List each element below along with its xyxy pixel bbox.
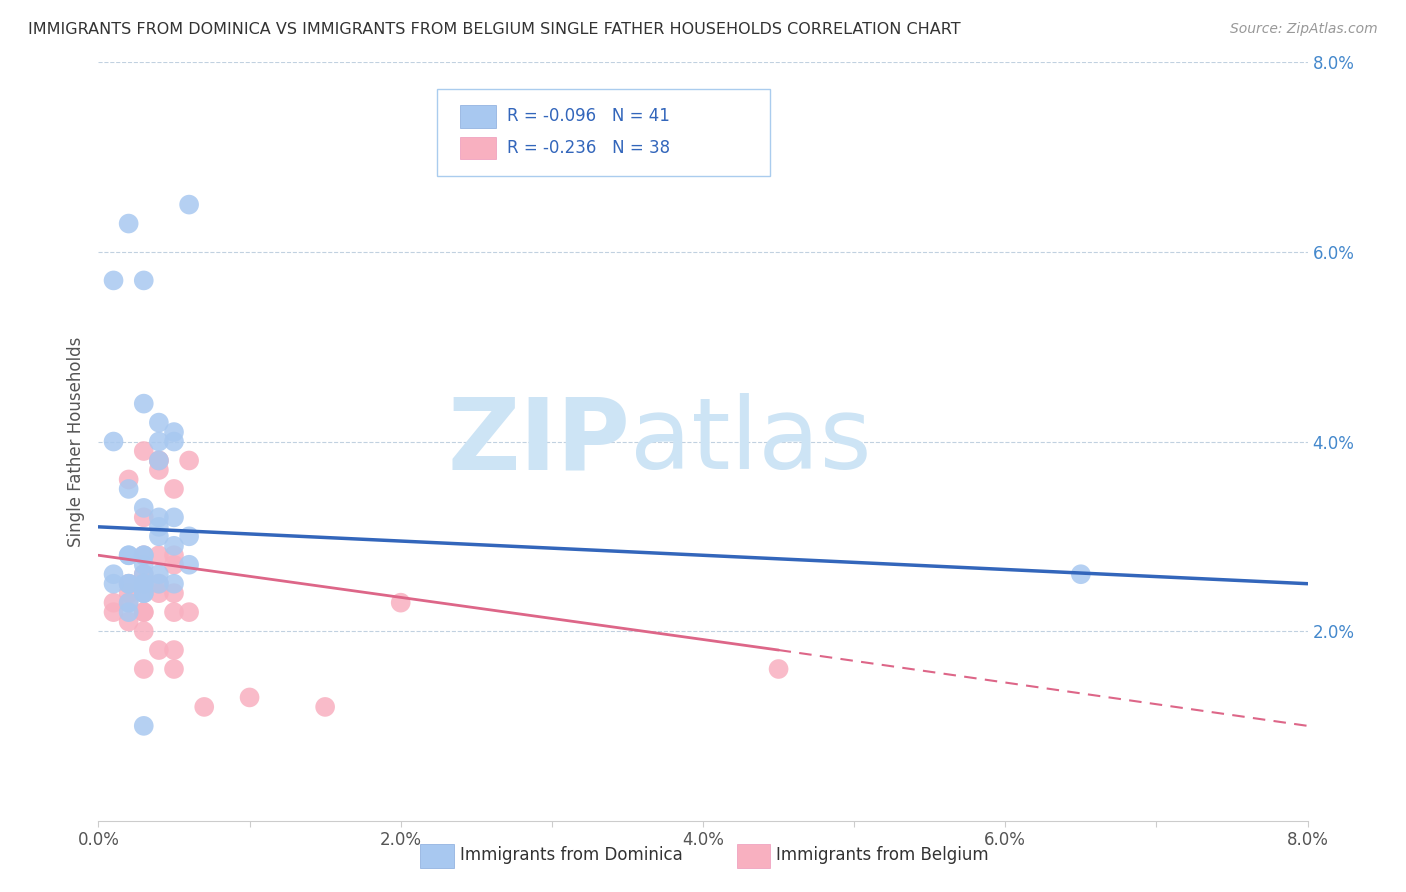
Point <box>148 453 170 467</box>
Point <box>118 605 141 619</box>
Point <box>148 453 170 467</box>
Point <box>118 576 141 591</box>
Point <box>103 273 125 287</box>
Point <box>314 699 336 714</box>
Point <box>148 510 170 524</box>
Text: Source: ZipAtlas.com: Source: ZipAtlas.com <box>1230 22 1378 37</box>
Point <box>179 529 201 543</box>
Point <box>132 548 155 563</box>
Point <box>163 482 186 496</box>
Point <box>132 558 155 572</box>
Text: IMMIGRANTS FROM DOMINICA VS IMMIGRANTS FROM BELGIUM SINGLE FATHER HOUSEHOLDS COR: IMMIGRANTS FROM DOMINICA VS IMMIGRANTS F… <box>28 22 960 37</box>
Text: atlas: atlas <box>630 393 872 490</box>
Point <box>118 548 141 563</box>
Point <box>132 605 155 619</box>
Text: R = -0.096   N = 41: R = -0.096 N = 41 <box>508 107 671 125</box>
Point <box>148 463 170 477</box>
Point <box>148 520 170 534</box>
Point <box>179 197 201 211</box>
Point <box>132 586 155 600</box>
Point <box>163 425 186 439</box>
Point <box>132 576 155 591</box>
Point <box>163 586 186 600</box>
Point <box>389 596 412 610</box>
FancyBboxPatch shape <box>460 136 496 160</box>
Point <box>103 434 125 449</box>
Point <box>163 643 186 657</box>
Point <box>163 434 186 449</box>
Point <box>118 217 141 231</box>
Point <box>148 416 170 430</box>
Point <box>132 567 155 582</box>
Point <box>179 558 201 572</box>
Point <box>148 576 170 591</box>
Point <box>163 558 186 572</box>
Point <box>132 510 155 524</box>
Point <box>103 605 125 619</box>
Point <box>768 662 790 676</box>
Point <box>179 453 201 467</box>
Point <box>132 719 155 733</box>
FancyBboxPatch shape <box>460 105 496 128</box>
Point <box>193 699 215 714</box>
Point <box>132 273 155 287</box>
Text: R = -0.236   N = 38: R = -0.236 N = 38 <box>508 139 671 157</box>
Point <box>132 548 155 563</box>
Point <box>148 453 170 467</box>
Text: Immigrants from Belgium: Immigrants from Belgium <box>776 847 988 864</box>
Y-axis label: Single Father Households: Single Father Households <box>66 336 84 547</box>
Point <box>163 662 186 676</box>
Text: ZIP: ZIP <box>447 393 630 490</box>
Point <box>132 586 155 600</box>
Point <box>132 624 155 639</box>
Point <box>148 548 170 563</box>
Point <box>148 434 170 449</box>
Point <box>1070 567 1092 582</box>
Point <box>118 615 141 629</box>
Text: Immigrants from Dominica: Immigrants from Dominica <box>460 847 682 864</box>
Point <box>103 567 125 582</box>
Point <box>132 576 155 591</box>
Point <box>103 596 125 610</box>
Point <box>118 548 141 563</box>
Point <box>132 567 155 582</box>
FancyBboxPatch shape <box>437 89 769 177</box>
Point <box>148 586 170 600</box>
Point <box>132 586 155 600</box>
Point <box>118 576 141 591</box>
Point <box>239 690 262 705</box>
Point <box>163 605 186 619</box>
Point <box>118 576 141 591</box>
Point <box>179 605 201 619</box>
Point <box>118 596 141 610</box>
Point <box>163 548 186 563</box>
Point <box>132 576 155 591</box>
Point <box>103 576 125 591</box>
Point <box>163 539 186 553</box>
Point <box>132 396 155 410</box>
Point <box>163 510 186 524</box>
Point <box>118 596 141 610</box>
Point <box>148 643 170 657</box>
Point <box>163 576 186 591</box>
Point <box>132 444 155 458</box>
Point <box>132 548 155 563</box>
Point <box>118 586 141 600</box>
Point <box>118 473 141 487</box>
Point <box>148 576 170 591</box>
Point <box>148 529 170 543</box>
Point <box>132 500 155 515</box>
Point <box>118 482 141 496</box>
Point <box>132 605 155 619</box>
Point <box>148 567 170 582</box>
Point <box>132 662 155 676</box>
